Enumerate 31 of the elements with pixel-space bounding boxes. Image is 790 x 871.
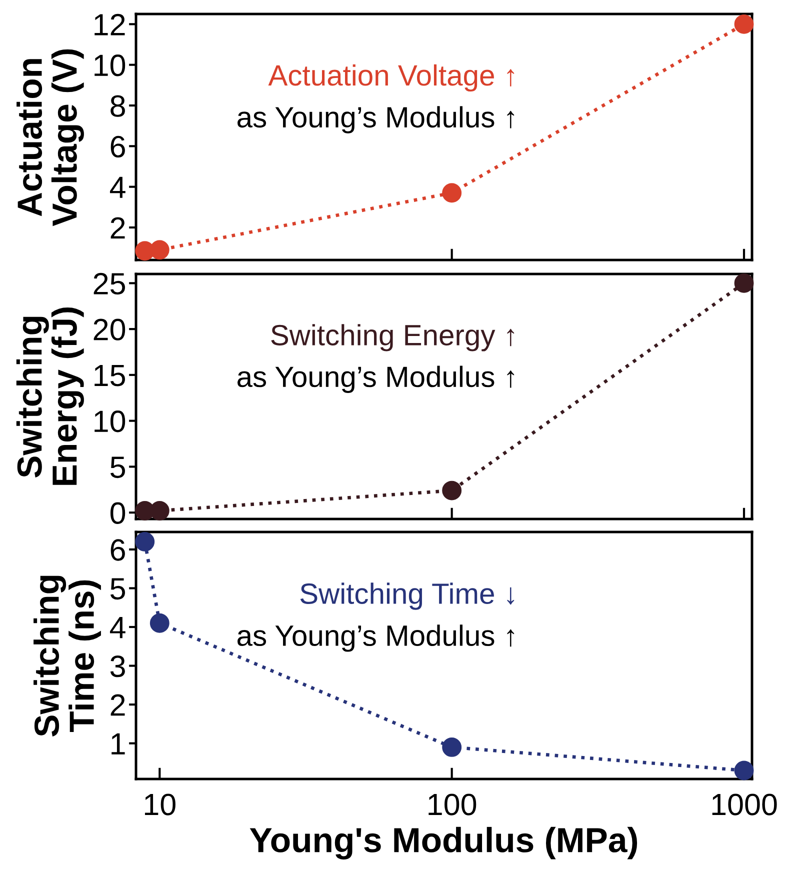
y-tick-label: 10 [94, 410, 126, 432]
annotation: Switching Time ↓ [300, 582, 514, 610]
y-tick-label: 6 [110, 136, 125, 158]
x-axis-title: Young's Modulus (MPa) [250, 826, 638, 860]
y-tick-label: 6 [110, 539, 125, 561]
y-axis-title: Actuation Voltage (V) [16, 49, 84, 226]
y-tick-label: 8 [110, 95, 125, 117]
y-tick-label: 3 [110, 656, 125, 678]
y-tick-label: 15 [94, 364, 125, 386]
y-tick-label: 12 [94, 14, 125, 36]
y-tick-label: 25 [94, 272, 125, 295]
annotation: as Young’s Modulus ↑ [238, 366, 514, 393]
y-tick-label: 2 [110, 694, 125, 716]
annotation: as Young’s Modulus ↑ [238, 624, 514, 652]
annotation: as Young’s Modulus ↑ [238, 106, 514, 134]
y-tick-label: 10 [94, 54, 126, 76]
x-tick-label: 1000 [712, 794, 777, 816]
annotation: Actuation Voltage ↑ [268, 64, 514, 92]
y-tick-label: 4 [110, 617, 126, 638]
y-tick-label: 20 [94, 318, 126, 340]
y-tick-label: 5 [110, 578, 125, 600]
y-axis-title: Switching Time (ns) [34, 576, 101, 736]
y-axis-title: Switching Energy (fJ) [16, 308, 84, 485]
y-tick-label: 2 [110, 217, 125, 239]
y-tick-label: 4 [110, 176, 126, 198]
annotation: Switching Energy ↑ [271, 324, 514, 352]
y-tick-label: 0 [110, 502, 126, 524]
x-tick-label: 100 [428, 794, 476, 816]
x-tick-label: 10 [144, 794, 176, 816]
y-tick-label: 5 [110, 456, 125, 478]
y-tick-label: 1 [112, 733, 125, 754]
